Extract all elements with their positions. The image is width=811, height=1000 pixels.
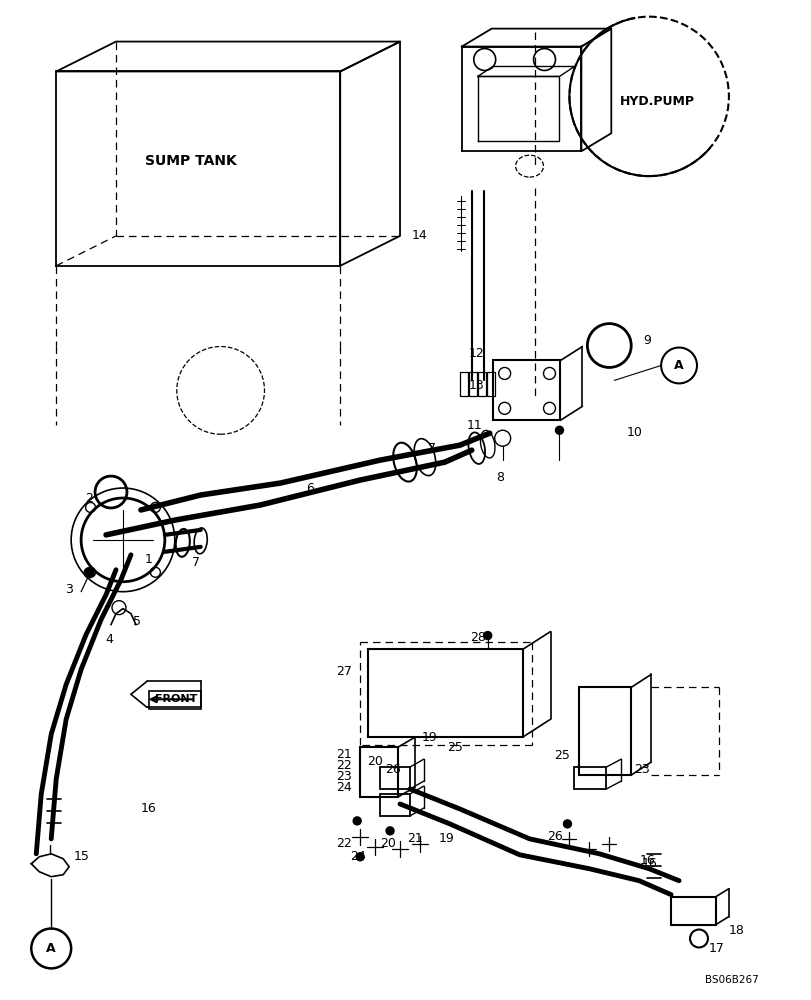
Bar [380,767,410,789]
Text: 7: 7 [191,556,200,569]
Text: 8: 8 [495,471,503,484]
Text: 24: 24 [350,850,366,863]
Bar [468,372,476,396]
Bar [492,360,560,420]
Text: HYD.PUMP: HYD.PUMP [619,95,693,108]
Text: 26: 26 [547,830,563,843]
Circle shape [555,426,563,434]
Text: 14: 14 [411,229,427,242]
Circle shape [84,568,94,578]
Bar [360,747,397,797]
Text: 23: 23 [336,770,352,783]
Circle shape [353,817,361,825]
Text: 13: 13 [468,379,484,392]
Bar [670,897,715,925]
Text: 9: 9 [642,334,650,347]
Text: 16: 16 [641,857,656,870]
Bar [459,372,467,396]
Text: 20: 20 [367,755,383,768]
Text: 11: 11 [466,419,482,432]
Text: 2: 2 [85,492,93,505]
Text: 20: 20 [380,837,396,850]
Text: 12: 12 [468,347,484,360]
Text: 27: 27 [336,665,352,678]
Text: 3: 3 [65,583,73,596]
Text: 25: 25 [446,741,462,754]
Text: 7: 7 [427,442,436,455]
Bar [573,767,606,789]
Text: 5: 5 [133,615,141,628]
Text: 21: 21 [406,832,423,845]
Text: 19: 19 [422,731,437,744]
Text: 10: 10 [625,426,642,439]
Bar [579,687,630,775]
Bar [367,649,522,737]
Text: 22: 22 [336,759,352,772]
Circle shape [483,632,491,640]
Text: A: A [673,359,683,372]
Text: 25: 25 [554,749,569,762]
Text: 4: 4 [105,633,113,646]
Bar [486,372,494,396]
Text: 16: 16 [141,802,157,815]
Bar [148,691,200,709]
Text: 24: 24 [336,781,352,794]
Circle shape [563,820,571,828]
Text: FRONT: FRONT [154,694,197,704]
Text: 26: 26 [384,763,401,776]
Text: 19: 19 [439,832,454,845]
Circle shape [385,827,393,835]
Text: 1: 1 [145,553,152,566]
Bar [477,372,485,396]
Text: SUMP TANK: SUMP TANK [144,154,236,168]
Text: 17: 17 [708,942,724,955]
Text: 21: 21 [336,748,352,761]
Bar [380,794,410,816]
Text: 28: 28 [470,631,485,644]
Text: 16: 16 [638,854,654,867]
Text: 6: 6 [306,482,314,495]
Text: 18: 18 [728,924,744,937]
Text: 23: 23 [633,763,650,776]
Circle shape [356,853,363,861]
Text: 15: 15 [73,850,89,863]
Text: BS06B267: BS06B267 [704,975,757,985]
Text: A: A [46,942,56,955]
Text: 22: 22 [336,837,352,850]
